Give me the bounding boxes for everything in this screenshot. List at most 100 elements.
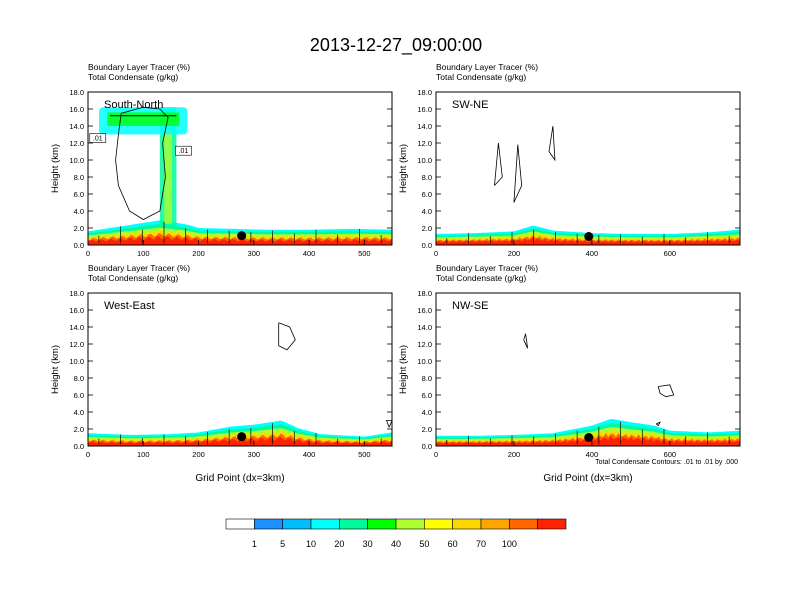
contour-tag-label: .01: [179, 148, 189, 155]
x-axis-label: Grid Point (dx=3km): [195, 473, 284, 484]
colorbar-label: 60: [448, 539, 458, 549]
condensate-contour-1: [494, 142, 503, 186]
panel-title: NW-SE: [452, 300, 488, 312]
y-tick-label: 18.0: [417, 88, 432, 97]
panel-label-tracer: Boundary Layer Tracer (%): [436, 263, 538, 273]
x-tick-label: 400: [303, 249, 316, 258]
colorbar-label: 20: [334, 539, 344, 549]
y-tick-label: 0.0: [74, 241, 84, 250]
y-tick-label: 18.0: [69, 88, 84, 97]
y-tick-label: 8.0: [74, 173, 84, 182]
colorbar-swatch: [452, 518, 482, 530]
x-tick-label: 300: [248, 450, 261, 459]
y-axis-label: Height (km): [398, 345, 409, 394]
colorbar-swatch: [339, 518, 368, 530]
condensate-contour-2: [657, 384, 675, 398]
plume-core: [164, 115, 173, 224]
y-tick-label: 12.0: [69, 340, 84, 349]
panel-label-condensate: Total Condensate (g/kg): [88, 72, 178, 82]
condensate-contour-2: [513, 144, 523, 203]
y-tick-label: 0.0: [422, 442, 432, 451]
y-tick-label: 8.0: [74, 374, 84, 383]
x-tick-label: 200: [192, 450, 205, 459]
y-tick-label: 4.0: [74, 207, 84, 216]
x-tick-label: 0: [434, 450, 438, 459]
y-tick-label: 14.0: [417, 122, 432, 131]
y-tick-label: 18.0: [417, 289, 432, 298]
plot-frame: [435, 91, 741, 246]
x-tick-label: 400: [586, 249, 599, 258]
chart-panel-west-east: Boundary Layer Tracer (%)Total Condensat…: [50, 263, 393, 484]
colorbar-swatch: [509, 518, 538, 530]
panel-label-tracer: Boundary Layer Tracer (%): [436, 62, 538, 72]
contour-tag-label: .01: [93, 135, 103, 142]
y-tick-label: 6.0: [74, 391, 84, 400]
plot-area: [88, 322, 392, 446]
y-tick-label: 10.0: [417, 156, 432, 165]
colorbar-swatch: [225, 518, 255, 530]
x-tick-label: 300: [248, 249, 261, 258]
colorbar-swatch: [310, 518, 340, 530]
x-tick-label: 600: [664, 249, 677, 258]
panel-label-tracer: Boundary Layer Tracer (%): [88, 62, 190, 72]
y-tick-label: 0.0: [422, 241, 432, 250]
condensate-contour-1: [278, 322, 296, 351]
location-marker: [237, 231, 247, 241]
y-tick-label: 4.0: [74, 408, 84, 417]
y-axis-label: Height (km): [398, 144, 409, 193]
plot-frame: [87, 292, 393, 447]
x-tick-label: 200: [192, 249, 205, 258]
colorbar-label: 40: [391, 539, 401, 549]
plot-frame: [87, 91, 393, 246]
colorbar-swatch: [395, 518, 425, 530]
y-tick-label: 6.0: [422, 190, 432, 199]
location-marker: [584, 433, 594, 442]
y-tick-label: 2.0: [422, 425, 432, 434]
colorbar-label: 50: [419, 539, 429, 549]
panel-label-condensate: Total Condensate (g/kg): [88, 273, 178, 283]
y-tick-label: 4.0: [422, 207, 432, 216]
condensate-contour-1: [115, 106, 169, 220]
x-tick-label: 600: [664, 450, 677, 459]
chart-panel-sw-ne: Boundary Layer Tracer (%)Total Condensat…: [398, 62, 741, 258]
panel-label-condensate: Total Condensate (g/kg): [436, 273, 526, 283]
y-axis-label: Height (km): [50, 144, 61, 193]
y-tick-label: 12.0: [417, 139, 432, 148]
location-marker: [584, 232, 594, 241]
y-tick-label: 16.0: [69, 105, 84, 114]
y-tick-label: 6.0: [74, 190, 84, 199]
y-tick-label: 12.0: [69, 139, 84, 148]
y-tick-label: 12.0: [417, 340, 432, 349]
condensate-contour-1: [523, 333, 528, 349]
colorbar-label: 70: [476, 539, 486, 549]
x-tick-label: 500: [358, 450, 371, 459]
plot-area: [88, 106, 392, 245]
chart-panel-nw-se: Boundary Layer Tracer (%)Total Condensat…: [398, 263, 741, 484]
contour-tag-box: [175, 145, 192, 156]
panel-title: South-North: [104, 99, 163, 111]
condensate-contour-2: [385, 420, 392, 428]
y-tick-label: 2.0: [74, 224, 84, 233]
y-tick-label: 0.0: [74, 442, 84, 451]
panels-group: Boundary Layer Tracer (%)Total Condensat…: [50, 62, 741, 484]
anvil-core: [107, 112, 180, 126]
colorbar-swatch: [424, 518, 453, 530]
y-tick-label: 10.0: [69, 357, 84, 366]
y-tick-label: 8.0: [422, 374, 432, 383]
x-tick-label: 0: [86, 249, 90, 258]
x-tick-label: 100: [137, 450, 150, 459]
colorbar-swatch: [254, 518, 283, 530]
plot-area: [436, 125, 740, 245]
plot-area: [436, 333, 740, 446]
y-tick-label: 6.0: [422, 391, 432, 400]
x-tick-label: 200: [508, 450, 521, 459]
y-tick-label: 2.0: [422, 224, 432, 233]
contour-tag-box: [89, 133, 107, 143]
plot-frame: [435, 292, 741, 447]
chart-panel-south-north: Boundary Layer Tracer (%)Total Condensat…: [50, 62, 393, 258]
y-tick-label: 10.0: [69, 156, 84, 165]
x-tick-label: 0: [434, 249, 438, 258]
x-tick-label: 0: [86, 450, 90, 459]
panel-title: West-East: [104, 300, 155, 312]
